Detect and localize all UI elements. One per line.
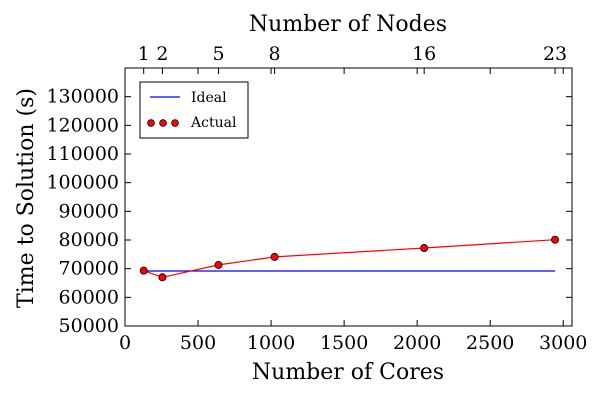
top-axis-title: Number of Nodes [249, 12, 447, 37]
x-tick-label: 2000 [393, 332, 441, 354]
plot-area: 0 500 1000 1500 2000 2500 3000 50000 60000 70000 8… [46, 43, 587, 354]
data-point-actual [420, 244, 429, 253]
data-point-actual [139, 266, 148, 275]
x-tick-label: 2500 [466, 332, 514, 354]
x-tick-label: 1000 [247, 332, 295, 354]
legend-swatch-actual [159, 119, 167, 127]
x-axis-title: Number of Cores [252, 360, 444, 385]
top-tick-label: 23 [543, 43, 567, 65]
y-tick-label: 100000 [46, 172, 119, 194]
data-point-actual [270, 252, 279, 261]
data-point-actual [158, 273, 167, 282]
legend-swatch-actual [147, 119, 155, 127]
y-tick-label: 110000 [46, 143, 119, 165]
top-tick-label: 5 [212, 43, 224, 65]
data-point-actual [214, 260, 223, 269]
y-tick-label: 120000 [46, 114, 119, 136]
x-tick-label: 3000 [539, 332, 587, 354]
data-point-actual [551, 235, 560, 244]
top-tick-label: 2 [156, 43, 168, 65]
legend-swatch-actual [171, 119, 179, 127]
plot-frame [124, 67, 573, 327]
y-tick-label: 70000 [59, 258, 119, 280]
legend-box [139, 81, 249, 139]
top-tick-label: 16 [412, 43, 436, 65]
x-tick-label: 0 [119, 332, 131, 354]
y-tick-label: 50000 [59, 315, 119, 337]
y-tick-label: 90000 [59, 200, 119, 222]
y-tick-label: 130000 [46, 86, 119, 108]
legend-label-ideal: Ideal [191, 90, 227, 106]
x-tick-label: 1500 [320, 332, 368, 354]
legend-label-actual: Actual [190, 115, 237, 131]
y-tick-label: 80000 [59, 229, 119, 251]
y-axis-title: Time to Solution (s) [14, 88, 39, 308]
legend: Ideal Actual [139, 81, 249, 139]
y-tick-label: 60000 [59, 286, 119, 308]
x-tick-label: 500 [180, 332, 216, 354]
top-tick-label: 1 [138, 43, 150, 65]
top-tick-label: 8 [269, 43, 281, 65]
